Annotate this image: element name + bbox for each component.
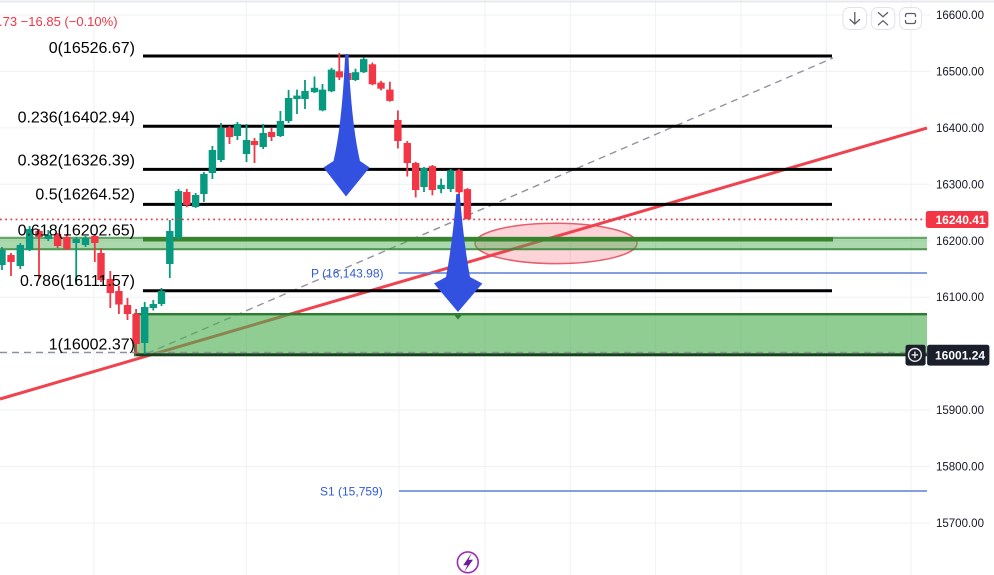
svg-text:16300.00: 16300.00 (936, 179, 984, 191)
svg-text:0(16526.67): 0(16526.67) (49, 40, 135, 57)
svg-text:.73 −16.85 (−0.10%): .73 −16.85 (−0.10%) (0, 14, 118, 29)
svg-text:16400.00: 16400.00 (936, 123, 984, 135)
svg-text:1(16002.37): 1(16002.37) (49, 337, 135, 354)
svg-text:15900.00: 15900.00 (936, 405, 984, 417)
svg-text:0.5(16264.52): 0.5(16264.52) (35, 187, 135, 204)
svg-text:P (16,143.98): P (16,143.98) (311, 267, 384, 281)
svg-text:0.786(16111.57): 0.786(16111.57) (20, 273, 135, 290)
svg-text:16200.00: 16200.00 (936, 236, 984, 248)
svg-text:16001.24: 16001.24 (935, 349, 985, 363)
svg-text:0.618(16202.65): 0.618(16202.65) (18, 222, 135, 239)
svg-text:15800.00: 15800.00 (936, 462, 984, 474)
svg-text:16600.00: 16600.00 (936, 10, 984, 22)
svg-text:0.236(16402.94): 0.236(16402.94) (18, 109, 135, 126)
svg-text:16100.00: 16100.00 (936, 292, 984, 304)
svg-text:16240.41: 16240.41 (936, 213, 986, 227)
svg-text:S1 (15,759): S1 (15,759) (320, 485, 383, 499)
svg-text:0.382(16326.39): 0.382(16326.39) (18, 153, 135, 170)
svg-text:15700.00: 15700.00 (936, 518, 984, 530)
svg-text:16500.00: 16500.00 (936, 66, 984, 78)
